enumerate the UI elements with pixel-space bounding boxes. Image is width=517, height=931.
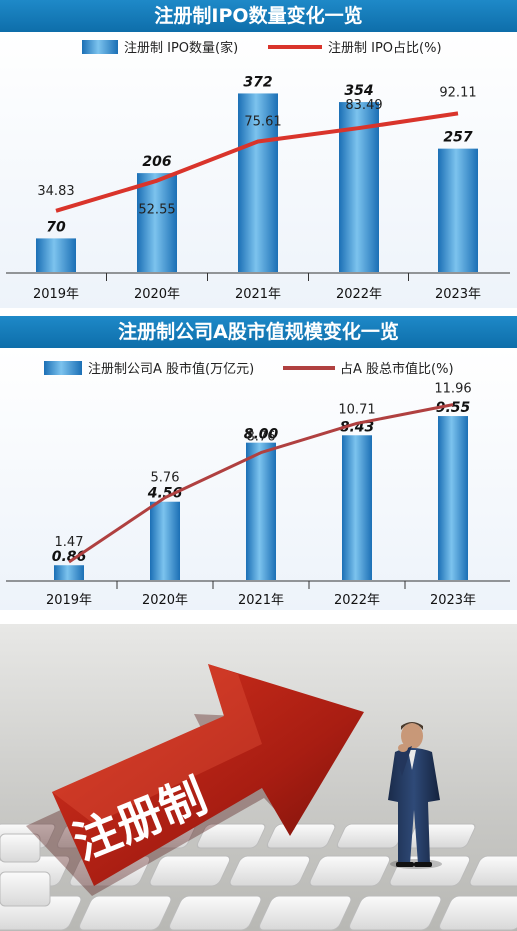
chart1-legend-bar-swatch <box>82 40 118 54</box>
chart2-legend-bar-label: 注册制公司A 股市值(万亿元) <box>88 361 254 377</box>
chart1-bar <box>36 238 76 272</box>
chart1-bar-value-label: 354 <box>344 83 373 99</box>
illustration-svg: 注册制 <box>0 664 517 931</box>
chart1-bar-value-label: 257 <box>443 130 472 146</box>
chart1-bar <box>238 93 278 272</box>
chart1-line: 34.83 52.55 75.61 83.49 92.11 <box>37 85 476 217</box>
chart1-axis: 2019年 2020年 2021年 2022年 2023年 <box>6 272 510 302</box>
chart1-svg: 注册制 IPO数量(家) 注册制 IPO占比(%) 70 206 372 354 257… <box>6 40 510 302</box>
chart2-line-value-label: 5.76 <box>151 471 180 486</box>
chart2-svg: 注册制公司A 股市值(万亿元) 占A 股总市值比(%) 0.86 4.56 8.00… <box>6 361 510 608</box>
chart2-x-tick-label: 2022年 <box>334 593 380 608</box>
chart1-line-value-label: 34.83 <box>37 184 74 199</box>
chart1-x-tick-label: 2023年 <box>435 287 481 302</box>
chart1-bar <box>137 173 177 272</box>
chart1-x-tick-label: 2019年 <box>33 287 79 302</box>
chart1-line-path <box>55 111 459 213</box>
chart1-line-value-label: 75.61 <box>244 114 281 129</box>
chart2-bar-value-label: 8.43 <box>340 419 375 435</box>
chart2-line-value-label: 11.96 <box>434 382 471 397</box>
chart2-legend-line-label: 占A 股总市值比(%) <box>340 361 454 377</box>
chart1-area: 注册制 IPO数量(家) 注册制 IPO占比(%) 70 206 372 354 257… <box>0 32 517 308</box>
chart2-x-tick-label: 2020年 <box>142 593 188 608</box>
chart2-axis: 2019年 2020年 2021年 2022年 2023年 <box>6 580 510 608</box>
chart2-line: 1.47 5.76 8.76 10.71 11.96 <box>55 382 472 564</box>
chart1-bar-value-label: 206 <box>142 154 171 170</box>
chart1-legend-bar-label: 注册制 IPO数量(家) <box>124 40 238 56</box>
chart2-x-tick-label: 2019年 <box>46 593 92 608</box>
chart2-bar-value-label: 4.56 <box>147 486 183 502</box>
chart2-x-tick-label: 2021年 <box>238 593 284 608</box>
chart2-bar <box>246 442 276 580</box>
chart1-title: 注册制IPO数量变化一览 <box>0 0 517 32</box>
chart2-area: 注册制公司A 股市值(万亿元) 占A 股总市值比(%) 0.86 4.56 8.00… <box>0 348 517 610</box>
chart1-x-tick-label: 2020年 <box>134 287 180 302</box>
chart2-line-value-label: 10.71 <box>338 402 375 417</box>
chart2-bar <box>150 501 180 580</box>
chart2-title: 注册制公司A股市值规模变化一览 <box>0 316 517 348</box>
chart1-x-tick-label: 2021年 <box>235 287 281 302</box>
chart2-bar <box>54 565 84 580</box>
chart2-line-value-label: 8.76 <box>247 430 276 445</box>
chart2-x-tick-label: 2023年 <box>430 593 476 608</box>
chart2-line-value-label: 1.47 <box>55 535 84 550</box>
chart2-legend-bar-swatch <box>44 361 82 375</box>
chart2-line-path <box>68 403 454 564</box>
chart2-bar <box>342 435 372 580</box>
chart1-legend-line-label: 注册制 IPO占比(%) <box>328 41 442 56</box>
illustration: 注册制 <box>0 624 517 931</box>
chart1-line-value-label: 83.49 <box>345 98 382 113</box>
chart2-bar-value-label: 0.86 <box>52 549 87 565</box>
chart1-bar <box>438 148 478 272</box>
chart2-bar-value-label: 8.00 <box>244 427 279 443</box>
chart1-bar-value-label: 372 <box>243 74 272 90</box>
red-arrow: 注册制 <box>26 664 364 896</box>
chart1-bar-value-label: 70 <box>46 219 66 235</box>
chart1-line-value-label: 92.11 <box>439 85 476 100</box>
chart2-bar <box>438 416 468 580</box>
chart1-line-value-label: 52.55 <box>138 203 175 218</box>
chart2-bar-value-label: 9.55 <box>436 400 471 416</box>
chart1-x-tick-label: 2022年 <box>336 287 382 302</box>
chart2-bars: 0.86 4.56 8.00 8.43 9.55 <box>52 400 471 580</box>
chart1-bars: 70 206 372 354 257 <box>36 74 478 272</box>
businessman-figure <box>388 722 442 869</box>
